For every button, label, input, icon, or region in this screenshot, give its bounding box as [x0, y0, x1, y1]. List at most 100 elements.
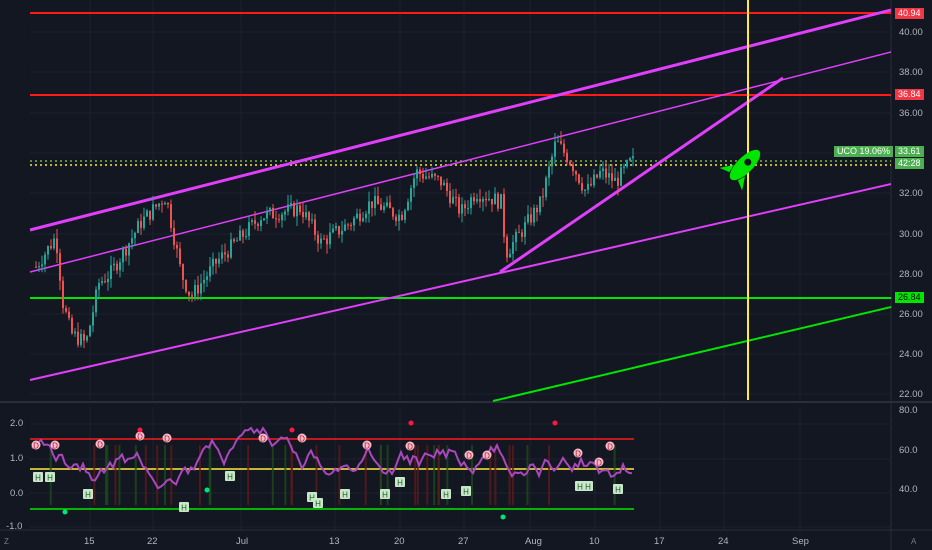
candle-body: [128, 243, 130, 256]
indicator-histogram-bar: [114, 445, 117, 505]
candle-body: [257, 223, 259, 227]
price-tag-red-lower: 36.84: [895, 89, 924, 100]
hidden-marker-label: H: [382, 491, 388, 500]
hidden-marker-label: H: [615, 486, 621, 495]
hidden-marker: [613, 484, 623, 494]
candle-body: [143, 216, 145, 228]
signal-dot: [204, 487, 210, 493]
candle-body: [476, 199, 478, 202]
candle-body: [68, 311, 70, 318]
rising-wedge-line: [499, 76, 784, 274]
candle-body: [401, 214, 403, 220]
candle-body: [428, 176, 430, 178]
hidden-marker: [83, 489, 93, 499]
candle-body: [329, 232, 331, 245]
indicator-histogram-bar: [106, 445, 109, 505]
candle-body: [92, 312, 94, 326]
candle-body: [62, 280, 64, 309]
candle-body: [185, 279, 187, 292]
candle-body: [383, 206, 385, 210]
candle-body: [455, 196, 457, 198]
candle-body: [593, 174, 595, 186]
candle-body: [461, 204, 463, 214]
candle-body: [80, 333, 82, 345]
hidden-marker: [179, 502, 189, 512]
hidden-marker-label: H: [35, 474, 41, 483]
candle-body: [242, 230, 244, 237]
candle-body: [542, 196, 544, 198]
indicator-histogram-bar: [284, 445, 287, 505]
signal-dot: [408, 420, 414, 426]
price-tick-26: 26.00: [899, 309, 923, 320]
candle-body: [209, 266, 211, 277]
oscillator-line: [31, 426, 633, 490]
candle-body: [155, 204, 157, 207]
candle-body: [485, 198, 487, 201]
candle-body: [152, 204, 154, 220]
candle-body: [449, 191, 451, 204]
hidden-marker-label: H: [397, 479, 403, 488]
candle-body: [503, 194, 505, 237]
time-tick-17: 17: [654, 536, 665, 547]
divergence-marker: [258, 433, 268, 443]
indicator-histogram-bar: [416, 445, 419, 505]
divergence-marker-label: D: [364, 442, 370, 451]
candle-body: [413, 178, 415, 189]
hidden-marker: [583, 481, 593, 491]
candle-body: [290, 202, 292, 205]
divergence-marker: [297, 433, 307, 443]
candle-body: [362, 218, 364, 222]
candle-body: [332, 228, 334, 233]
candle-body: [335, 226, 337, 229]
price-tick-36: 36.00: [899, 108, 923, 119]
price-tag-red-upper: 40.94: [895, 8, 924, 19]
candle-body: [218, 258, 220, 264]
candle-body: [74, 331, 76, 334]
auto-scale-button[interactable]: A: [911, 537, 917, 546]
indicator-histogram-bar: [426, 445, 429, 505]
time-tick-sep: Sep: [792, 536, 809, 547]
candle-body: [377, 195, 379, 205]
candle-body: [374, 195, 376, 208]
hidden-marker-label: H: [443, 491, 449, 500]
candle-body: [260, 220, 262, 227]
symbol-change-badge: UCO 19.06%: [834, 146, 894, 157]
candle-body: [107, 279, 109, 283]
indicator-histogram-bar: [364, 445, 367, 505]
indicator-right-tick-80: 80.0: [899, 405, 918, 416]
hidden-marker: [313, 498, 323, 508]
candle-body: [212, 258, 214, 267]
candle-body: [578, 174, 580, 184]
candle-body: [467, 208, 469, 210]
hidden-marker-label: H: [315, 500, 321, 509]
time-tick-jul: Jul: [236, 536, 249, 547]
candle-body: [179, 248, 181, 265]
candle-body: [317, 234, 319, 244]
price-tick-38: 38.00: [899, 67, 923, 78]
candle-body: [491, 198, 493, 205]
time-tick-27: 27: [458, 536, 469, 547]
candle-body: [344, 224, 346, 231]
divergence-marker-label: D: [484, 452, 490, 461]
price-tick-30: 30.00: [899, 229, 923, 240]
candle-body: [599, 170, 601, 178]
green-trend-line: [492, 306, 892, 402]
candle-body: [233, 239, 235, 242]
divergence-marker-label: D: [52, 442, 58, 451]
candle-body: [500, 194, 502, 209]
candle-body: [170, 204, 172, 228]
time-tick-13: 13: [329, 536, 340, 547]
zoom-reset-button[interactable]: Z: [4, 537, 9, 546]
candle-body: [98, 282, 100, 290]
candle-body: [302, 211, 304, 218]
time-tick-15: 15: [84, 536, 95, 547]
candle-body: [560, 141, 562, 144]
hidden-marker-label: H: [342, 491, 348, 500]
candle-body: [464, 204, 466, 209]
divergence-marker: [405, 441, 415, 451]
time-tick-10: 10: [589, 536, 600, 547]
candle-body: [392, 208, 394, 217]
candle-body: [323, 238, 325, 240]
candle-body: [539, 196, 541, 213]
